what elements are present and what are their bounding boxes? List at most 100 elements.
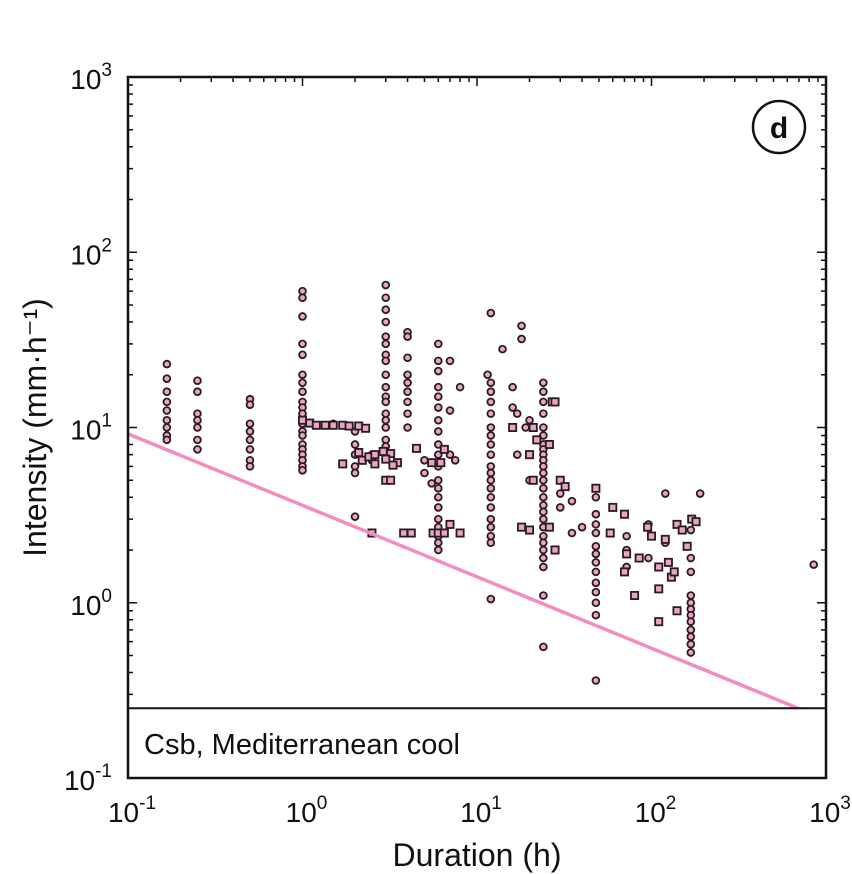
circle-point (381, 305, 391, 315)
circle-point (486, 475, 496, 485)
circle-point (381, 356, 391, 366)
circle-point (486, 450, 496, 459)
circle-point (486, 538, 496, 548)
square-point (532, 435, 542, 445)
circle-point (686, 648, 696, 657)
circle-point (403, 370, 412, 380)
circle-point (433, 427, 443, 436)
circle-point (433, 392, 443, 401)
circle-point (539, 397, 548, 407)
square-point (544, 522, 554, 532)
circle-point (298, 431, 307, 440)
circle-point (539, 562, 548, 572)
axis-ticks (127, 76, 827, 779)
circle-point (193, 445, 202, 454)
circle-point (455, 382, 465, 392)
circle-point (381, 370, 391, 380)
circle-point (686, 525, 696, 535)
circle-point (686, 632, 696, 642)
circle-point (486, 397, 496, 407)
square-point (439, 528, 449, 538)
circle-point (517, 334, 526, 344)
circle-point (381, 415, 391, 425)
circle-point (622, 531, 631, 541)
square-point (528, 475, 538, 485)
circle-point (483, 370, 492, 380)
circle-point (381, 339, 391, 349)
circle-point (350, 468, 360, 478)
square-point (591, 483, 601, 493)
circle-point (521, 423, 530, 432)
circle-point (381, 423, 391, 432)
circle-point (162, 359, 172, 369)
square-point (455, 528, 465, 538)
circle-point (450, 455, 460, 465)
square-point (399, 528, 409, 538)
circle-point (539, 642, 548, 652)
square-point (619, 509, 629, 519)
circle-point (591, 587, 601, 597)
square-point (544, 439, 554, 449)
y-tick-label: 101 (70, 411, 112, 446)
circle-point (539, 553, 548, 563)
circle-point (162, 374, 172, 383)
x-tick-label: 10-1 (108, 793, 156, 828)
circle-point (686, 553, 696, 563)
circle-point (486, 409, 496, 418)
square-point (622, 549, 632, 559)
circle-point (298, 293, 307, 303)
y-axis-title: Intensity (mm·h⁻¹) (17, 298, 53, 557)
circle-point (403, 332, 412, 341)
square-point (328, 420, 338, 430)
square-point (643, 522, 653, 532)
circle-point (433, 356, 443, 366)
circle-point (420, 455, 429, 465)
circle-point (591, 567, 601, 577)
square-point (388, 460, 398, 470)
circle-point (486, 423, 496, 432)
circle-point (245, 462, 255, 471)
circle-point (350, 512, 360, 521)
square-point (311, 420, 321, 430)
circle-point (508, 403, 517, 412)
circle-point (162, 406, 172, 415)
tick-labels: 10-1 100 101 102 103 10-1 100 101 102 103 (64, 60, 851, 828)
square-point (691, 517, 701, 527)
circle-point (512, 409, 522, 418)
circle-point (591, 528, 601, 538)
square-point (677, 525, 687, 535)
square-point (354, 448, 364, 458)
circle-point (193, 435, 202, 445)
circle-point (512, 450, 522, 459)
circle-point (403, 387, 412, 397)
circle-point (245, 445, 255, 454)
square-point (378, 446, 388, 456)
circle-point (381, 293, 391, 303)
square-point (654, 562, 664, 572)
circle-point (486, 514, 496, 524)
circle-point (433, 366, 443, 376)
circle-point (486, 594, 496, 604)
square-point (560, 482, 570, 492)
circle-point (486, 492, 496, 502)
circle-point (486, 431, 496, 440)
circle-point (539, 423, 548, 432)
circle-point (162, 435, 172, 445)
square-point (654, 617, 664, 627)
square-point (672, 519, 682, 529)
circle-point (162, 387, 172, 397)
circle-point (539, 591, 548, 600)
circle-point (555, 489, 565, 498)
circle-point (245, 427, 255, 436)
panel-badge: d (751, 99, 807, 155)
square-point (555, 475, 565, 485)
circle-point (686, 625, 696, 635)
circle-point (193, 415, 202, 425)
square-point (344, 421, 354, 431)
circle-point (445, 406, 455, 415)
circle-point (162, 415, 172, 425)
inset-box: Csb, Mediterranean cool (128, 707, 826, 777)
circle-point (539, 514, 548, 524)
circle-point (591, 541, 601, 551)
circle-point (517, 321, 526, 331)
